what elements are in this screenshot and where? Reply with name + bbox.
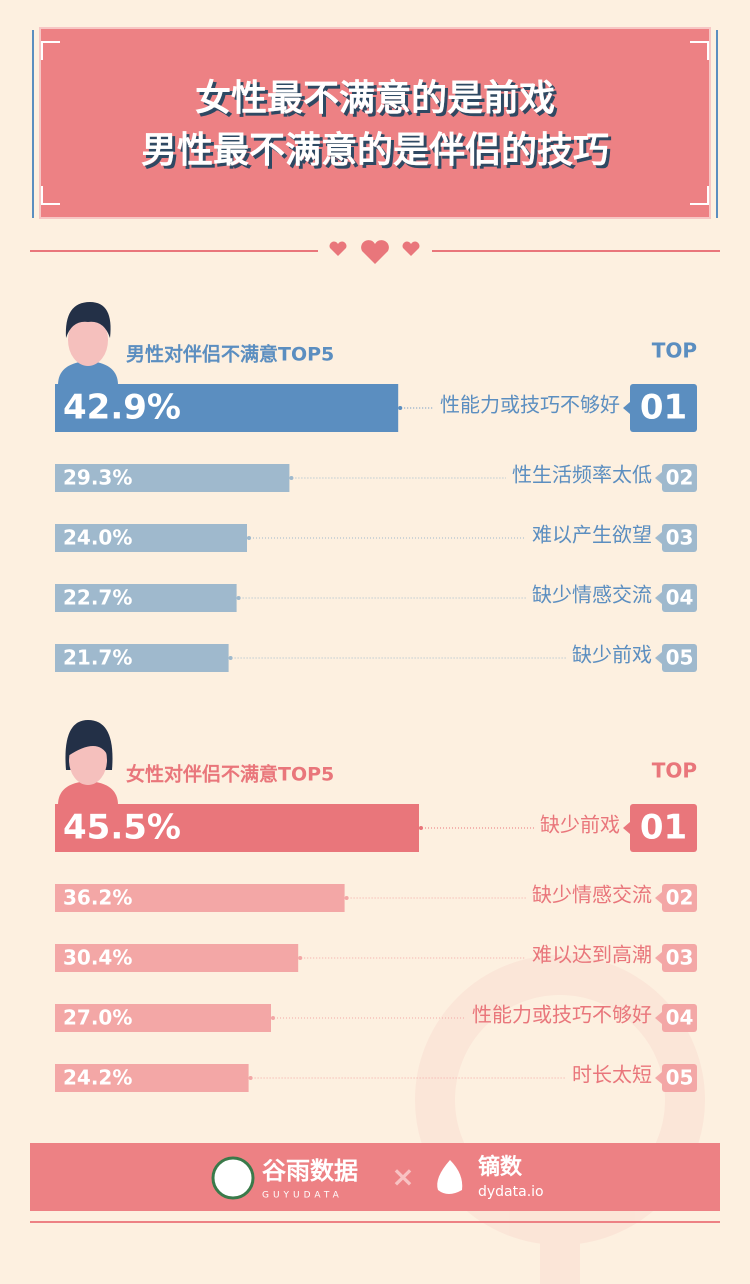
- bar: [55, 584, 237, 612]
- rank: 04: [666, 1006, 694, 1030]
- bar: [55, 464, 290, 492]
- leader-dot: [228, 656, 233, 660]
- chart-title: 男性对伴侣不满意TOP5: [126, 343, 334, 366]
- rank: 03: [666, 946, 694, 970]
- value-label: 27.0%: [63, 1006, 132, 1030]
- rank-pointer: [655, 1072, 662, 1084]
- category-label: 性能力或技巧不够好: [440, 393, 620, 417]
- rank: 02: [666, 466, 694, 490]
- rank-box: [662, 464, 697, 492]
- value-label: 36.2%: [63, 886, 132, 910]
- value-label: 45.5%: [63, 808, 181, 848]
- rank: 05: [666, 1066, 694, 1090]
- value-label: 22.7%: [63, 586, 132, 610]
- rank-pointer: [655, 532, 662, 544]
- brand-sub: GUYUDATA: [262, 1191, 343, 1201]
- male-avatar: [58, 302, 118, 385]
- leader-dot: [344, 896, 349, 900]
- leader-dot: [298, 956, 303, 960]
- category-label: 难以产生欲望: [532, 523, 652, 547]
- rank-pointer: [655, 952, 662, 964]
- leader-dot: [419, 826, 423, 830]
- value-label: 24.2%: [63, 1066, 132, 1090]
- rank: 03: [666, 526, 694, 550]
- bar: [55, 1064, 249, 1092]
- leader-dot: [247, 536, 251, 540]
- leader-dot: [236, 596, 241, 600]
- female-avatar: [58, 720, 118, 805]
- rank-box: [630, 384, 697, 432]
- rank: 01: [640, 388, 687, 428]
- leader-dot: [289, 476, 294, 480]
- rank-box: [630, 804, 697, 852]
- rank-pointer: [655, 472, 662, 484]
- rank-pointer: [655, 1012, 662, 1024]
- rank-box: [662, 644, 697, 672]
- category-label: 缺少前戏: [540, 813, 620, 837]
- title-line: 男性最不满意的是伴侣的技巧: [141, 130, 609, 171]
- divider: [30, 240, 720, 264]
- category-label: 缺少情感交流: [532, 883, 652, 907]
- category-label: 性生活频率太低: [512, 463, 652, 487]
- rank-pointer: [655, 652, 662, 664]
- gender-symbol: [415, 955, 705, 1284]
- category-label: 难以达到高潮: [532, 943, 652, 967]
- brand-name: 镝数: [478, 1154, 523, 1180]
- rank-box: [662, 524, 697, 552]
- value-label: 29.3%: [63, 466, 132, 490]
- title-line: 女性最不满意的是前戏: [195, 78, 555, 119]
- bar: [55, 944, 299, 972]
- rank-box: [662, 1004, 697, 1032]
- rank: 01: [640, 808, 687, 848]
- rank-pointer: [655, 892, 662, 904]
- rank-box: [662, 1064, 697, 1092]
- bar: [55, 804, 419, 852]
- header: 女性最不满意的是前戏 男性最不满意的是伴侣的技巧: [32, 27, 718, 219]
- separator: ×: [391, 1160, 414, 1193]
- category-label: 缺少前戏: [572, 643, 652, 667]
- value-label: 24.0%: [63, 526, 132, 550]
- brand-name: 谷雨数据: [262, 1157, 358, 1185]
- rank-header: TOP: [652, 339, 697, 363]
- category-label: 缺少情感交流: [532, 583, 652, 607]
- footer: 谷雨数据 GUYUDATA × 镝数 dydata.io: [30, 1143, 720, 1223]
- rank-box: [662, 944, 697, 972]
- value-label: 30.4%: [63, 946, 132, 970]
- bar: [55, 884, 345, 912]
- rank: 05: [666, 646, 694, 670]
- leader-dot: [398, 406, 403, 410]
- rank-box: [662, 584, 697, 612]
- rank-pointer: [623, 822, 630, 834]
- rank-pointer: [655, 592, 662, 604]
- value-label: 42.9%: [63, 388, 181, 428]
- bar: [55, 644, 229, 672]
- rank: 04: [666, 586, 694, 610]
- value-label: 21.7%: [63, 646, 132, 670]
- rank-box: [662, 884, 697, 912]
- bar: [55, 384, 399, 432]
- brand-sub: dydata.io: [478, 1184, 544, 1200]
- rank-pointer: [623, 402, 630, 414]
- bar: [55, 524, 247, 552]
- category-label: 时长太短: [572, 1063, 652, 1087]
- rank-header: TOP: [652, 759, 697, 783]
- category-label: 性能力或技巧不够好: [472, 1003, 652, 1027]
- chart-title: 女性对伴侣不满意TOP5: [126, 763, 334, 786]
- bar: [55, 1004, 271, 1032]
- leader-dot: [248, 1076, 253, 1080]
- rank: 02: [666, 886, 694, 910]
- leader-dot: [271, 1016, 275, 1020]
- brand2-logo: [437, 1160, 463, 1194]
